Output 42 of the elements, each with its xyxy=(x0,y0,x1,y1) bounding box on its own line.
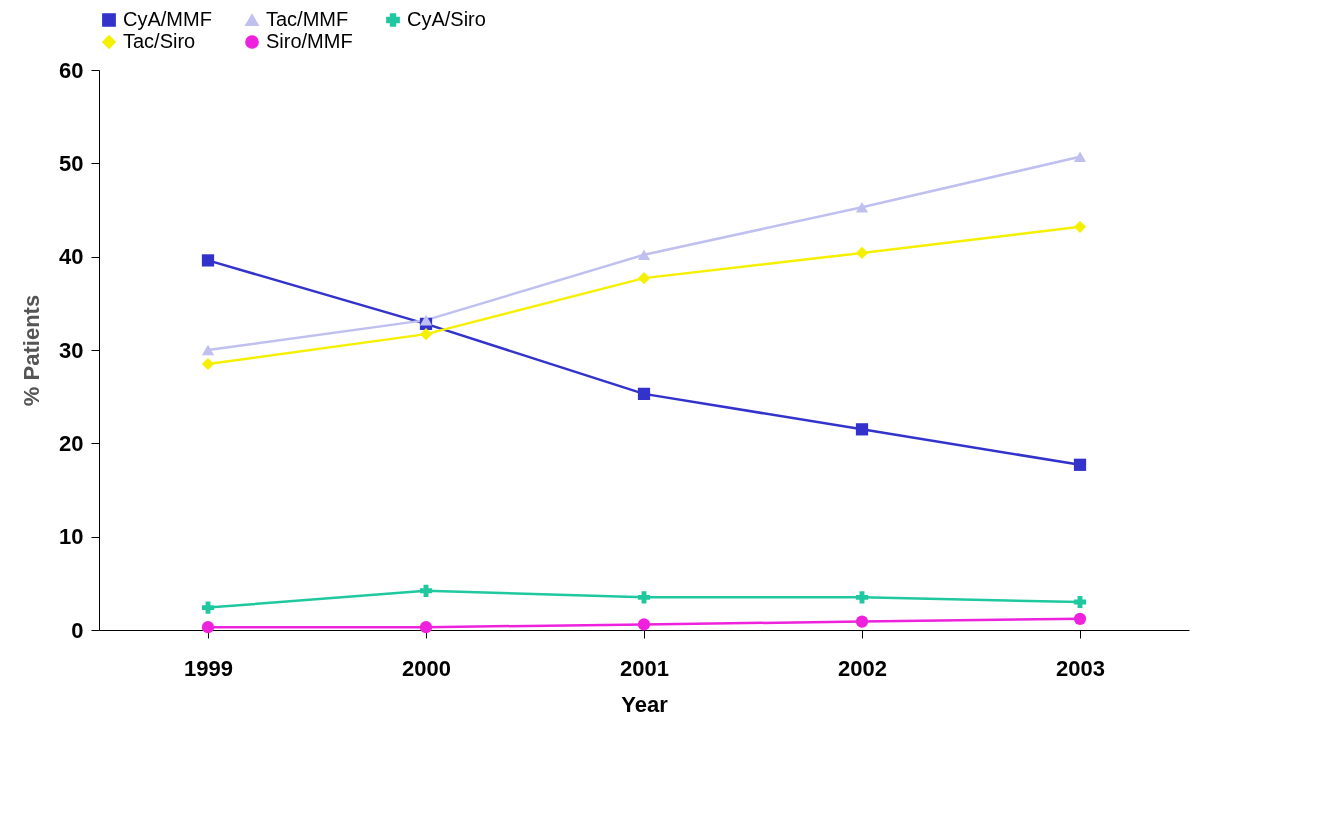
x-tick-label: 2003 xyxy=(1056,655,1105,681)
point xyxy=(855,423,869,436)
y-tick-label: 0 xyxy=(71,617,84,643)
y-axis-title: % Patients xyxy=(19,294,45,407)
point xyxy=(637,387,651,400)
point xyxy=(637,618,651,631)
point xyxy=(419,621,433,634)
point xyxy=(419,314,433,326)
point xyxy=(201,357,215,371)
point xyxy=(1073,220,1087,233)
y-tick-label: 60 xyxy=(59,57,84,83)
y-tick-label: 20 xyxy=(59,430,84,456)
legend-label: CyA/Siro xyxy=(407,8,486,30)
x-tick-label: 1999 xyxy=(184,655,233,681)
point xyxy=(637,249,651,261)
point xyxy=(855,201,869,213)
legend-label: Siro/MMF xyxy=(266,30,353,52)
point xyxy=(855,615,869,628)
x-tick-label: 2002 xyxy=(838,655,887,681)
x-tick-label: 2001 xyxy=(620,655,669,681)
point xyxy=(637,272,651,285)
y-tick-label: 30 xyxy=(59,337,84,363)
legend-label: CyA/MMF xyxy=(123,8,212,30)
point xyxy=(201,254,215,267)
y-tick-label: 50 xyxy=(59,150,84,176)
point xyxy=(201,621,215,634)
point xyxy=(419,328,433,341)
legend-label: Tac/Siro xyxy=(123,30,196,52)
y-tick-label: 10 xyxy=(59,524,84,550)
point xyxy=(201,344,215,356)
point xyxy=(1073,151,1087,163)
y-tick-label: 40 xyxy=(59,244,84,270)
x-tick-label: 2000 xyxy=(402,655,451,681)
legend-label: Tac/MMF xyxy=(266,8,349,30)
point xyxy=(419,584,433,597)
point xyxy=(637,591,651,604)
point xyxy=(1073,612,1087,625)
x-axis-title: Year xyxy=(621,691,669,717)
point xyxy=(1073,458,1087,471)
point xyxy=(855,591,869,604)
point xyxy=(201,601,215,614)
point xyxy=(855,246,869,260)
